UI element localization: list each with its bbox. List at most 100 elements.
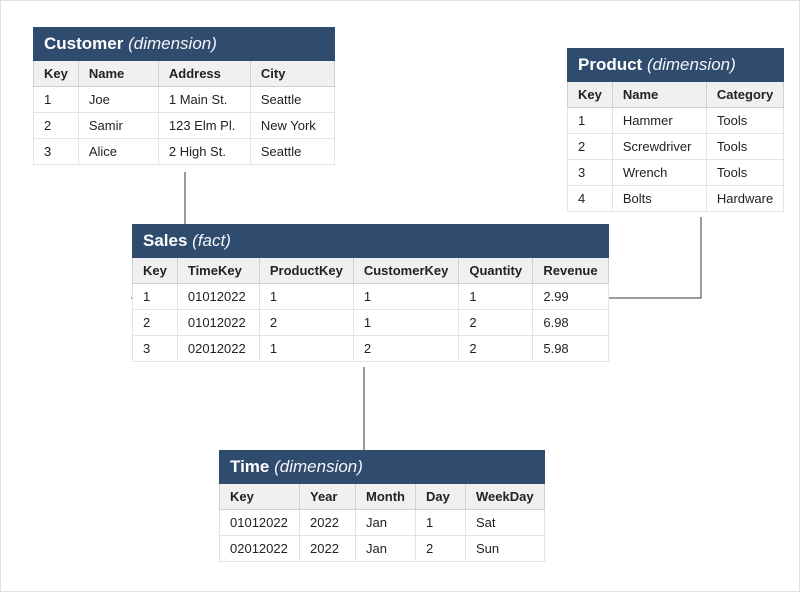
time-type-label: (dimension)	[274, 457, 363, 476]
customer-col-header: Key	[34, 61, 79, 87]
customer-cell: 1 Main St.	[158, 87, 250, 113]
time-header-row: KeyYearMonthDayWeekDay	[220, 484, 545, 510]
sales-table: Sales (fact)KeyTimeKeyProductKeyCustomer…	[132, 224, 609, 362]
time-col-header: Day	[416, 484, 466, 510]
sales-name: Sales	[143, 231, 187, 250]
product-table: Product (dimension)KeyNameCategory1Hamme…	[567, 48, 784, 212]
time-cell: 01012022	[220, 510, 300, 536]
sales-col-header: Revenue	[533, 258, 608, 284]
product-cell: Bolts	[612, 186, 706, 212]
product-cell: 4	[568, 186, 613, 212]
sales-title: Sales (fact)	[133, 225, 609, 258]
table-row: 3Alice2 High St.Seattle	[34, 139, 335, 165]
sales-col-header: Key	[133, 258, 178, 284]
table-row: 4BoltsHardware	[568, 186, 784, 212]
customer-col-header: Name	[78, 61, 158, 87]
sales-cell: 2	[459, 310, 533, 336]
sales-cell: 5.98	[533, 336, 608, 362]
sales-header-row: KeyTimeKeyProductKeyCustomerKeyQuantityR…	[133, 258, 609, 284]
customer-cell: Seattle	[250, 139, 334, 165]
table-row: 3020120221225.98	[133, 336, 609, 362]
table-row: 1Joe1 Main St.Seattle	[34, 87, 335, 113]
time-cell: 02012022	[220, 536, 300, 562]
customer-cell: Alice	[78, 139, 158, 165]
connector-product-to-sales	[597, 217, 701, 298]
time-cell: 2	[416, 536, 466, 562]
product-cell: Tools	[706, 108, 783, 134]
sales-col-header: ProductKey	[259, 258, 353, 284]
sales-cell: 1	[353, 310, 459, 336]
customer-type-label: (dimension)	[128, 34, 217, 53]
sales-type-label: (fact)	[192, 231, 231, 250]
sales-col-header: CustomerKey	[353, 258, 459, 284]
product-cell: Hammer	[612, 108, 706, 134]
customer-cell: Samir	[78, 113, 158, 139]
sales-col-header: Quantity	[459, 258, 533, 284]
time-col-header: Key	[220, 484, 300, 510]
table-row: 2010120222126.98	[133, 310, 609, 336]
product-col-header: Key	[568, 82, 613, 108]
time-col-header: Month	[356, 484, 416, 510]
time-table: Time (dimension)KeyYearMonthDayWeekDay01…	[219, 450, 545, 562]
time-cell: Jan	[356, 510, 416, 536]
sales-cell: 1	[133, 284, 178, 310]
sales-cell: 01012022	[177, 310, 259, 336]
customer-table: Customer (dimension)KeyNameAddressCity1J…	[33, 27, 335, 165]
sales-cell: 6.98	[533, 310, 608, 336]
customer-cell: 3	[34, 139, 79, 165]
time-cell: Sun	[466, 536, 545, 562]
customer-cell: 2	[34, 113, 79, 139]
customer-cell: Joe	[78, 87, 158, 113]
table-row: 1HammerTools	[568, 108, 784, 134]
product-cell: 3	[568, 160, 613, 186]
customer-col-header: City	[250, 61, 334, 87]
time-name: Time	[230, 457, 269, 476]
time-title: Time (dimension)	[220, 451, 545, 484]
sales-cell: 1	[259, 336, 353, 362]
product-cell: 1	[568, 108, 613, 134]
customer-name: Customer	[44, 34, 123, 53]
table-row: 3WrenchTools	[568, 160, 784, 186]
time-col-header: WeekDay	[466, 484, 545, 510]
product-cell: Tools	[706, 160, 783, 186]
table-row: 1010120221112.99	[133, 284, 609, 310]
time-cell: 2022	[300, 536, 356, 562]
customer-cell: 123 Elm Pl.	[158, 113, 250, 139]
sales-cell: 2	[353, 336, 459, 362]
sales-cell: 2	[259, 310, 353, 336]
sales-cell: 1	[459, 284, 533, 310]
sales-cell: 3	[133, 336, 178, 362]
customer-header-row: KeyNameAddressCity	[34, 61, 335, 87]
product-cell: Screwdriver	[612, 134, 706, 160]
product-header-row: KeyNameCategory	[568, 82, 784, 108]
customer-cell: Seattle	[250, 87, 334, 113]
customer-title: Customer (dimension)	[34, 28, 335, 61]
table-row: 020120222022Jan2Sun	[220, 536, 545, 562]
sales-cell: 2.99	[533, 284, 608, 310]
sales-cell: 1	[353, 284, 459, 310]
sales-cell: 01012022	[177, 284, 259, 310]
product-cell: Hardware	[706, 186, 783, 212]
customer-cell: 1	[34, 87, 79, 113]
customer-cell: New York	[250, 113, 334, 139]
product-col-header: Name	[612, 82, 706, 108]
product-title: Product (dimension)	[568, 49, 784, 82]
product-name: Product	[578, 55, 642, 74]
table-row: 010120222022Jan1Sat	[220, 510, 545, 536]
sales-cell: 2	[459, 336, 533, 362]
sales-cell: 2	[133, 310, 178, 336]
time-cell: 2022	[300, 510, 356, 536]
time-cell: Jan	[356, 536, 416, 562]
product-cell: Tools	[706, 134, 783, 160]
table-row: 2Samir123 Elm Pl.New York	[34, 113, 335, 139]
customer-cell: 2 High St.	[158, 139, 250, 165]
customer-col-header: Address	[158, 61, 250, 87]
product-col-header: Category	[706, 82, 783, 108]
time-cell: Sat	[466, 510, 545, 536]
product-cell: 2	[568, 134, 613, 160]
sales-cell: 02012022	[177, 336, 259, 362]
table-row: 2ScrewdriverTools	[568, 134, 784, 160]
product-type-label: (dimension)	[647, 55, 736, 74]
sales-cell: 1	[259, 284, 353, 310]
time-cell: 1	[416, 510, 466, 536]
